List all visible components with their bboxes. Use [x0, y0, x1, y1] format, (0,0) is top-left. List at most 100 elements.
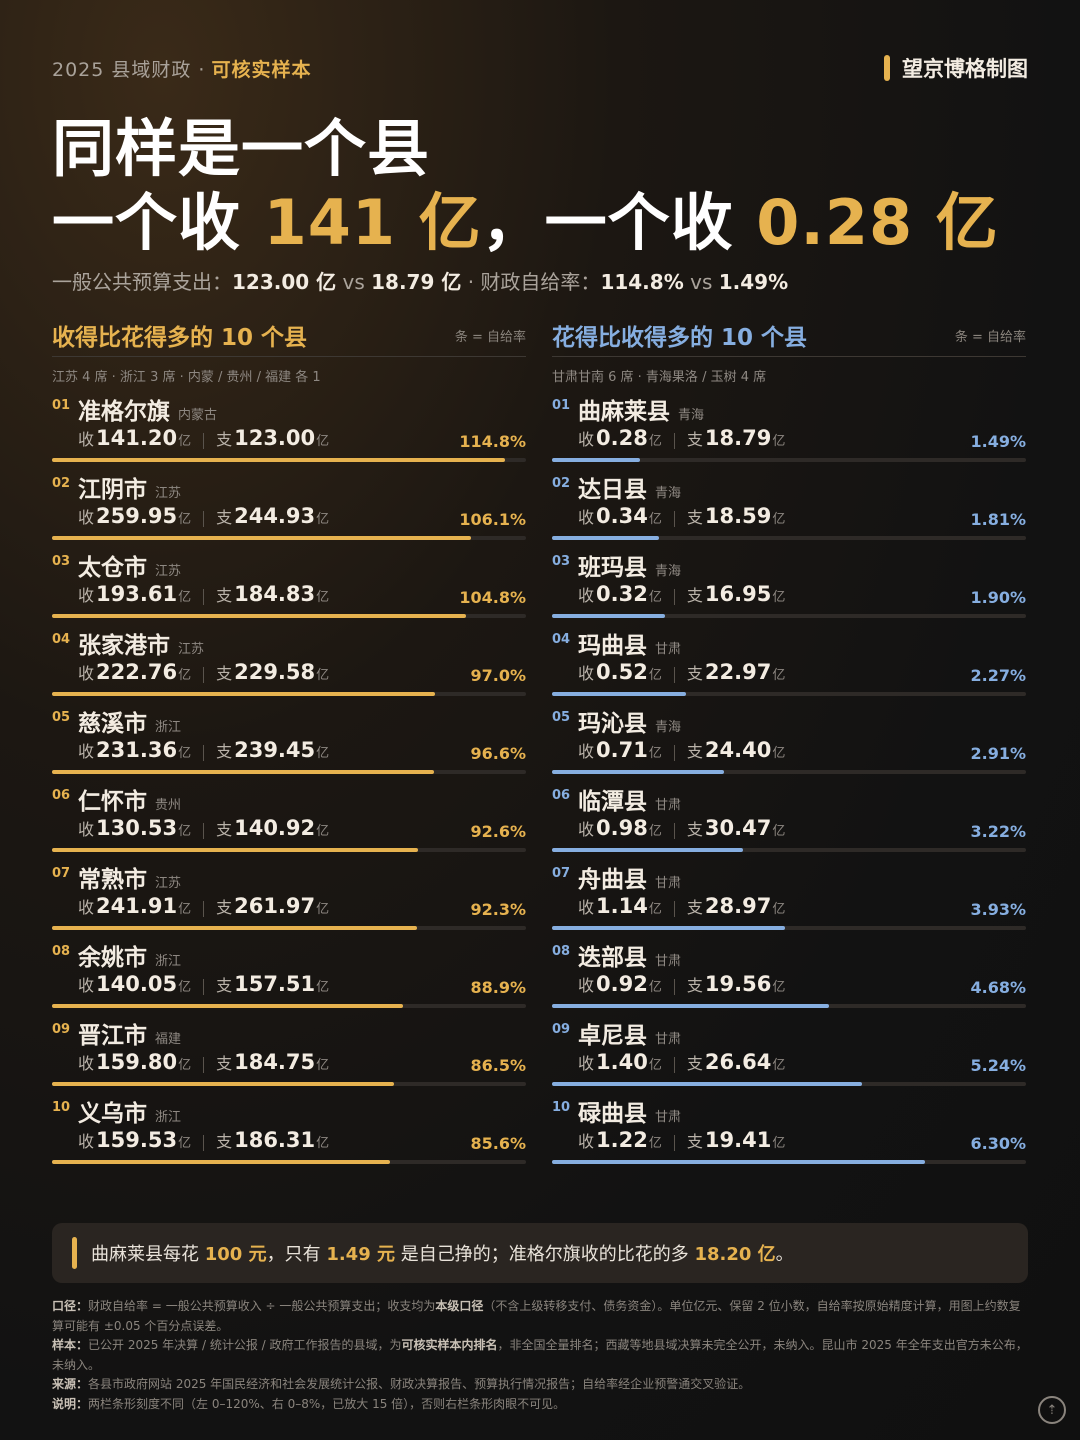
list-item: 09 卓尼县 甘肃 收1.40亿 支26.64亿 5.24% — [552, 1016, 1026, 1094]
rate-bar — [52, 458, 506, 462]
rate-bar — [552, 770, 725, 774]
income-value: 0.92 — [596, 972, 648, 996]
county-name: 江阴市 江苏 — [78, 470, 181, 504]
list-item: 01 曲麻莱县 青海 收0.28亿 支18.79亿 1.49% — [552, 392, 1026, 470]
province-label: 浙江 — [155, 1110, 182, 1125]
expense-unit: 亿 — [316, 824, 330, 839]
value-divider — [673, 1134, 675, 1151]
county-name-text: 迭部县 — [578, 945, 647, 971]
expense-label: 支 — [686, 976, 703, 995]
note-source: 来源：各县市政府网站 2025 年国民经济和社会发展统计公报、财政决算报告、预算… — [52, 1375, 1028, 1395]
self-sufficiency-rate: 3.22% — [970, 822, 1026, 841]
self-sufficiency-rate: 104.8% — [459, 588, 526, 607]
subline-value-2b: 1.49% — [718, 270, 789, 294]
rank-label: 01 — [552, 398, 571, 413]
income-unit: 亿 — [648, 434, 662, 449]
county-name: 仁怀市 贵州 — [78, 782, 181, 816]
bar-track — [552, 1082, 1026, 1086]
self-sufficiency-rate: 4.68% — [970, 978, 1026, 997]
value-divider — [203, 900, 205, 917]
province-label: 甘肃 — [655, 1032, 682, 1047]
kicker-highlight: 可核实样本 — [211, 58, 312, 81]
county-name-text: 卓尼县 — [578, 1023, 647, 1049]
expense-label: 支 — [216, 1132, 233, 1151]
rank-label: 09 — [552, 1022, 571, 1037]
income-value: 0.34 — [596, 504, 648, 528]
rank-label: 03 — [52, 554, 71, 569]
county-name: 张家港市 江苏 — [78, 626, 204, 660]
note-sample-key: 样本： — [52, 1338, 89, 1352]
brand-name: 望京博格制图 — [902, 57, 1028, 81]
county-name: 余姚市 浙江 — [78, 938, 181, 972]
province-label: 浙江 — [155, 954, 182, 969]
expense-value: 24.40 — [704, 738, 772, 762]
self-sufficiency-rate: 114.8% — [459, 432, 526, 451]
expense-unit: 亿 — [316, 590, 330, 605]
income-unit: 亿 — [178, 824, 192, 839]
right-column-note: 条 = 自给率 — [954, 329, 1026, 345]
rank-label: 07 — [52, 866, 71, 881]
value-divider — [203, 744, 205, 761]
expense-unit: 亿 — [772, 590, 786, 605]
rank-label: 09 — [52, 1022, 71, 1037]
province-label: 甘肃 — [655, 876, 682, 891]
subline-label-1: 一般公共预算支出： — [52, 270, 232, 294]
income-value: 159.80 — [96, 1050, 178, 1074]
expense-label: 支 — [216, 820, 233, 839]
callout-part-1: 曲麻莱县每花 — [91, 1244, 205, 1265]
footnotes: 口径：财政自给率 = 一般公共预算收入 ÷ 一般公共预算支出；收支均为本级口径（… — [52, 1297, 1028, 1414]
subline-value-2a: 114.8% — [600, 270, 684, 294]
rank-label: 08 — [52, 944, 71, 959]
income-label: 收 — [78, 430, 95, 449]
income-value: 222.76 — [96, 660, 178, 684]
subline-value-1a: 123.00 亿 — [232, 270, 337, 294]
rank-label: 05 — [552, 710, 571, 725]
county-name: 卓尼县 甘肃 — [578, 1016, 681, 1050]
province-label: 浙江 — [155, 720, 182, 735]
rate-bar — [552, 536, 660, 540]
callout-highlight-2: 1.49 元 — [326, 1244, 395, 1265]
income-unit: 亿 — [648, 980, 662, 995]
expense-value: 184.75 — [234, 1050, 316, 1074]
self-sufficiency-rate: 2.27% — [970, 666, 1026, 685]
expense-unit: 亿 — [316, 1058, 330, 1073]
income-label: 收 — [78, 508, 95, 527]
expense-label: 支 — [686, 820, 703, 839]
bar-track — [552, 848, 1026, 852]
value-divider — [203, 666, 205, 683]
expense-label: 支 — [686, 742, 703, 761]
expense-unit: 亿 — [772, 434, 786, 449]
right-column-header: 花得比收得多的 10 个县 条 = 自给率 — [552, 318, 1026, 357]
share-icon[interactable]: ⇡ — [1038, 1396, 1066, 1424]
province-label: 江苏 — [178, 642, 205, 657]
callout-bar — [72, 1237, 77, 1269]
self-sufficiency-rate: 1.81% — [970, 510, 1026, 529]
income-unit: 亿 — [178, 590, 192, 605]
list-item: 05 玛沁县 青海 收0.71亿 支24.40亿 2.91% — [552, 704, 1026, 782]
expense-label: 支 — [686, 508, 703, 527]
income-unit: 亿 — [178, 1136, 192, 1151]
expense-value: 157.51 — [234, 972, 316, 996]
province-label: 甘肃 — [655, 798, 682, 813]
value-divider — [673, 978, 675, 995]
county-name: 太仓市 江苏 — [78, 548, 181, 582]
province-label: 青海 — [678, 408, 705, 423]
rank-label: 04 — [552, 632, 571, 647]
note-scope-bold: 本级口径 — [435, 1299, 484, 1313]
self-sufficiency-rate: 2.91% — [970, 744, 1026, 763]
budget-values: 收241.91亿 支261.97亿 — [78, 894, 329, 918]
expense-unit: 亿 — [316, 746, 330, 761]
province-label: 江苏 — [155, 486, 182, 501]
budget-values: 收141.20亿 支123.00亿 — [78, 426, 329, 450]
bar-track — [552, 458, 1026, 462]
list-item: 01 准格尔旗 内蒙古 收141.20亿 支123.00亿 114.8% — [52, 392, 526, 470]
income-value: 159.53 — [96, 1128, 178, 1152]
callout-part-3: 是自己挣的；准格尔旗收的比花的多 — [395, 1244, 695, 1265]
province-label: 江苏 — [155, 876, 182, 891]
expense-value: 19.41 — [704, 1128, 772, 1152]
expense-label: 支 — [216, 430, 233, 449]
expense-value: 30.47 — [704, 816, 772, 840]
right-column-subtitle: 甘肃甘南 6 席 · 青海果洛 / 玉树 4 席 — [552, 370, 767, 385]
expense-unit: 亿 — [772, 824, 786, 839]
expense-value: 16.95 — [704, 582, 772, 606]
